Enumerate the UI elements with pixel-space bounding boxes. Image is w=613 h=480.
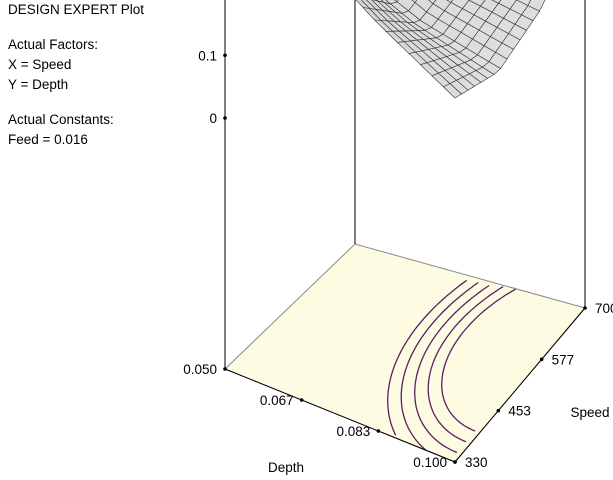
- depth-tick: [299, 398, 304, 402]
- floor-plane: [224, 243, 586, 463]
- speed-tick: [583, 306, 587, 310]
- depth-tick-label: 0.100: [413, 455, 447, 470]
- depth-tick-label: 0.050: [183, 362, 217, 377]
- contour-line: [441, 288, 516, 432]
- depth-tick-label: 0.067: [260, 393, 294, 408]
- plot-title: DESIGN EXPERT Plot: [8, 2, 145, 17]
- contour-line: [387, 279, 468, 436]
- depth-tick: [376, 429, 381, 433]
- surface-cell: [411, 0, 418, 3]
- surface-cell: [428, 0, 437, 5]
- factor-x-label: X = Speed: [8, 57, 72, 72]
- speed-axis-title: Speed: [570, 405, 609, 420]
- z-tick: [223, 116, 227, 120]
- speed-axis-line: [454, 307, 586, 463]
- speed-tick: [539, 357, 544, 362]
- constant-feed-label: Feed = 0.016: [8, 132, 88, 147]
- labels-layer: 0.0500.0670.0830.10033045357770000.10.20…: [183, 0, 613, 475]
- speed-tick-label: 330: [465, 455, 488, 470]
- depth-tick-label: 0.083: [337, 424, 371, 439]
- contour-line: [427, 286, 504, 443]
- z-tick-label: 0.2: [198, 0, 217, 1]
- z-tick-label: 0.1: [198, 48, 217, 63]
- surface-mesh-layer: [355, 0, 546, 99]
- actual-factors-heading: Actual Factors:: [8, 37, 99, 52]
- speed-tick: [496, 408, 501, 413]
- speed-tick-label: 453: [508, 404, 531, 419]
- contour-line: [414, 284, 490, 454]
- contour-line: [400, 281, 479, 451]
- depth-tick: [223, 367, 227, 371]
- depth-axis-title: Depth: [268, 460, 304, 475]
- surface-cell: [442, 83, 462, 99]
- speed-tick-label: 577: [552, 352, 575, 367]
- contour-layer: [387, 279, 516, 454]
- z-tick: [223, 53, 227, 58]
- depth-axis-line: [224, 368, 456, 463]
- axes-layer: [223, 0, 587, 464]
- plot-info-panel: DESIGN EXPERT Plot Actual Factors: X = S…: [8, 0, 144, 150]
- factor-y-label: Y = Depth: [8, 77, 69, 92]
- z-tick-label: 0: [209, 111, 217, 126]
- speed-tick-label: 700: [595, 301, 613, 316]
- actual-constants-heading: Actual Constants:: [8, 112, 114, 127]
- speed-tick: [453, 460, 457, 464]
- floor-plane-layer: [224, 243, 586, 463]
